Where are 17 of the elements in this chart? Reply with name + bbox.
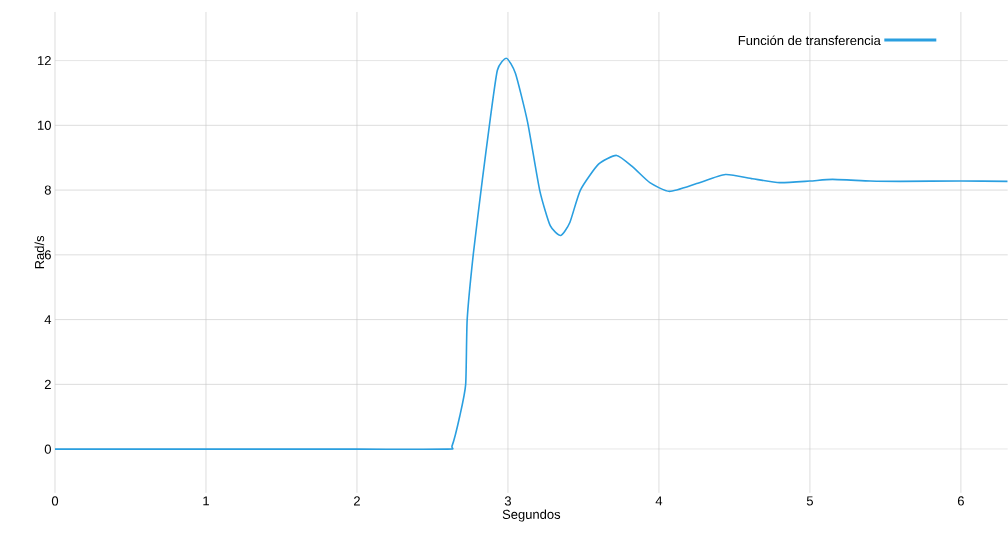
x-tick-label: 2: [354, 496, 360, 506]
x-tick-label: 4: [655, 496, 663, 506]
y-tick-label: 4: [44, 315, 52, 325]
y-tick-label: 2: [44, 379, 51, 389]
y-tick-label: 6: [44, 250, 51, 260]
x-tick-label: 5: [806, 496, 813, 506]
y-tick-label: 12: [38, 56, 51, 66]
x-tick-label: 0: [51, 496, 59, 506]
y-tick-label: 8: [44, 185, 51, 195]
x-tick-label: 6: [957, 496, 964, 506]
x-tick-label: 3: [504, 496, 511, 506]
y-tick-label: 10: [38, 120, 51, 130]
y-axis-title: Rad/s: [34, 235, 45, 269]
x-tick-label: 1: [203, 496, 209, 506]
y-tick-label: 0: [44, 444, 51, 454]
x-axis-title: Segundos: [502, 509, 561, 522]
legend-label: Función de transferencia: [738, 35, 881, 46]
